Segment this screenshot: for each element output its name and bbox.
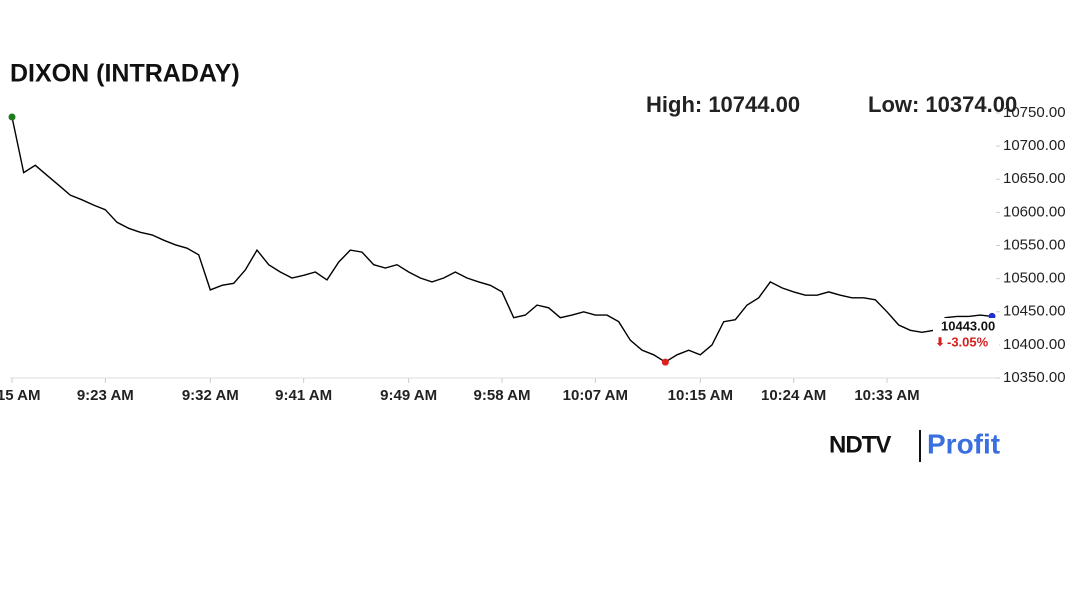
down-arrow: ⬇ — [935, 335, 945, 349]
last-label-box — [933, 318, 999, 354]
x-tick-label: 10:33 AM — [854, 387, 919, 404]
x-tick-label: 10:07 AM — [563, 387, 628, 404]
y-tick-label: 10550.00 — [1003, 236, 1066, 253]
price-line — [11, 116, 993, 363]
y-tick-label: 10450.00 — [1003, 303, 1066, 320]
high-label: High: 10744.00 — [646, 92, 800, 117]
low-marker — [661, 358, 669, 366]
x-tick-label: 9:32 AM — [182, 387, 239, 404]
x-tick-label: 10:24 AM — [761, 387, 826, 404]
x-tick-label: 9:58 AM — [474, 387, 531, 404]
x-tick-label: 9:41 AM — [275, 387, 332, 404]
y-tick-label: 10500.00 — [1003, 270, 1066, 287]
y-tick-label: 10750.00 — [1003, 104, 1066, 121]
x-tick-label: 10:15 AM — [668, 387, 733, 404]
x-tick-label: 9:15 AM — [0, 387, 40, 404]
logo-profit: Profit — [927, 428, 1000, 459]
low-label: Low: 10374.00 — [868, 92, 1017, 117]
change-label: -3.05% — [947, 334, 989, 349]
y-tick-label: 10700.00 — [1003, 137, 1066, 154]
y-tick-label: 10350.00 — [1003, 369, 1066, 386]
chart-title: DIXON (INTRADAY) — [10, 60, 240, 88]
x-tick-label: 9:23 AM — [77, 387, 134, 404]
start-marker — [8, 113, 16, 121]
logo-ndtv: NDTV — [829, 431, 891, 458]
x-tick-label: 9:49 AM — [380, 387, 437, 404]
y-tick-label: 10400.00 — [1003, 336, 1066, 353]
y-tick-label: 10650.00 — [1003, 170, 1066, 187]
plot: 10350.00 10400.00 10450.00 10500.00 10550.00… — [0, 104, 1066, 404]
last-value-label: 10443.00 — [941, 318, 995, 333]
y-tick-label: 10600.00 — [1003, 203, 1066, 220]
